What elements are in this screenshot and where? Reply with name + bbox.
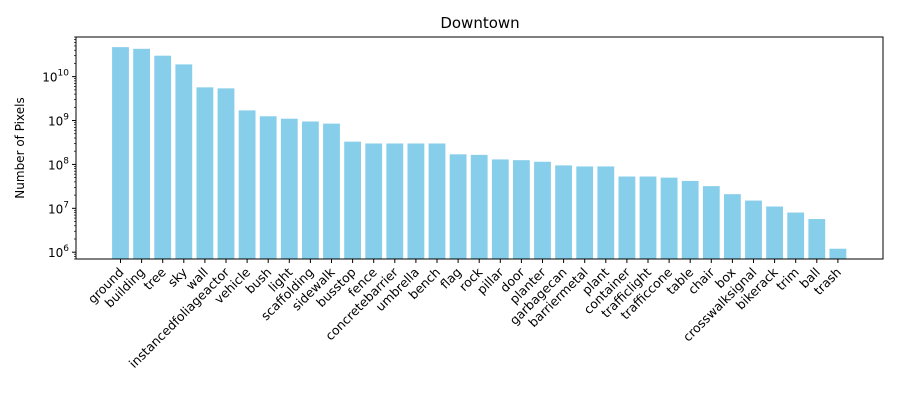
bar bbox=[449, 154, 467, 259]
bar bbox=[808, 219, 826, 259]
bar bbox=[766, 206, 783, 259]
y-axis-label: Number of Pixels bbox=[13, 97, 27, 198]
bar bbox=[133, 48, 150, 259]
y-tick-label: 106 bbox=[48, 244, 69, 260]
bar bbox=[407, 143, 425, 259]
y-tick-label: 109 bbox=[48, 113, 69, 129]
bar bbox=[491, 159, 509, 259]
y-tick-exponent: 10 bbox=[58, 69, 70, 79]
bar bbox=[639, 176, 657, 259]
bar bbox=[175, 64, 193, 260]
bar bbox=[787, 212, 805, 259]
bar bbox=[829, 248, 847, 259]
bar bbox=[724, 194, 741, 259]
x-ticks-group: groundbuildingtreeskywallinstancedfoliag… bbox=[85, 259, 844, 371]
bar bbox=[660, 177, 678, 259]
bar bbox=[534, 161, 551, 259]
bar bbox=[217, 88, 235, 259]
bar bbox=[618, 176, 636, 259]
bar bbox=[745, 200, 762, 259]
bar bbox=[555, 165, 572, 259]
bar bbox=[196, 87, 214, 259]
y-tick-exponent: 8 bbox=[63, 156, 69, 166]
y-tick-exponent: 6 bbox=[63, 244, 69, 254]
bar bbox=[365, 143, 383, 259]
chart-title: Downtown bbox=[440, 14, 519, 32]
bar bbox=[112, 47, 129, 259]
bar bbox=[702, 186, 720, 259]
y-tick-label: 107 bbox=[48, 200, 69, 216]
bar bbox=[386, 143, 404, 259]
bar bbox=[428, 143, 446, 259]
bars-group bbox=[112, 47, 847, 260]
bar bbox=[470, 154, 488, 259]
bar bbox=[154, 55, 172, 260]
bar bbox=[238, 110, 256, 259]
bar bbox=[302, 121, 319, 259]
bar bbox=[597, 166, 615, 259]
bar bbox=[681, 180, 699, 259]
y-tick-exponent: 9 bbox=[63, 113, 69, 123]
bar bbox=[576, 166, 594, 259]
bar bbox=[323, 123, 340, 259]
y-tick-exponent: 7 bbox=[63, 200, 69, 210]
bar bbox=[513, 160, 530, 259]
bar bbox=[280, 118, 298, 260]
bar bbox=[259, 116, 277, 260]
y-tick-label: 1010 bbox=[42, 69, 69, 85]
bar bbox=[344, 141, 361, 259]
y-tick-label: 108 bbox=[48, 156, 69, 172]
